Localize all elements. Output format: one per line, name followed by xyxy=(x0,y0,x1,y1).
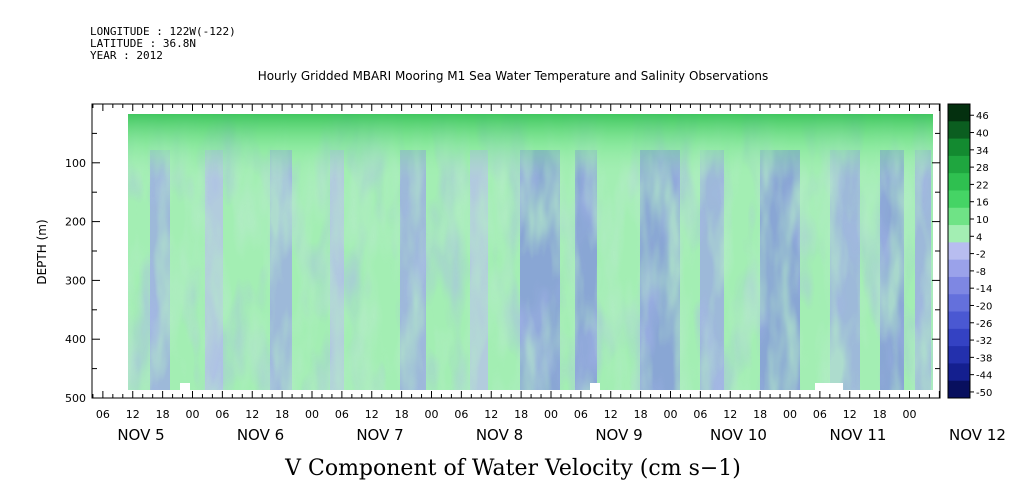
x-tick-label: 12 xyxy=(126,408,140,421)
x-tick-label: 00 xyxy=(544,408,558,421)
heatmap-field xyxy=(128,114,933,390)
colorbar: 46 40 34 28 22 16 10 4 -2 -8 -14 -20 -26 -32 -38 -44 -50 xyxy=(947,103,992,399)
colorbar-label: -26 xyxy=(976,319,992,330)
colorbar-label: 16 xyxy=(976,198,989,209)
colorbar-label: 4 xyxy=(976,232,982,243)
colorbar-label: -20 xyxy=(976,301,992,312)
colorbar-swatch xyxy=(948,294,970,313)
x-date-label: NOV 6 xyxy=(237,426,284,444)
x-tick-label: 18 xyxy=(753,408,767,421)
x-tick-label: 18 xyxy=(873,408,887,421)
colorbar-swatch xyxy=(948,363,970,382)
colorbar-swatch xyxy=(948,121,970,140)
colorbar-swatch xyxy=(948,225,970,243)
x-tick-label: 18 xyxy=(514,408,528,421)
colorbar-swatch xyxy=(948,276,970,295)
colorbar-label: -8 xyxy=(976,267,986,278)
year-label: YEAR : 2012 xyxy=(90,49,163,62)
y-tick-label: 400 xyxy=(65,333,86,346)
x-date-label: NOV 11 xyxy=(830,426,887,444)
longitude-label: LONGITUDE : 122W(-122) xyxy=(90,25,236,38)
data-gap xyxy=(815,383,843,390)
colorbar-label: 40 xyxy=(976,129,989,140)
latitude-label: LATITUDE : 36.8N xyxy=(90,37,196,50)
x-date-label: NOV 5 xyxy=(117,426,164,444)
colorbar-swatch xyxy=(948,155,970,174)
data-gap xyxy=(180,383,190,390)
x-date-label: NOV 12 xyxy=(949,426,1006,444)
y-axis-labels: 100 200 300 400 500 xyxy=(65,157,86,405)
x-tick-label: 06 xyxy=(215,408,229,421)
x-axis-date-labels: NOV 5 NOV 6 NOV 7 NOV 8 NOV 9 NOV 10 NOV 11 NOV… xyxy=(117,426,1006,444)
x-date-label: NOV 7 xyxy=(356,426,403,444)
y-tick-label: 500 xyxy=(65,392,86,405)
x-tick-label: 00 xyxy=(186,408,200,421)
colorbar-swatch xyxy=(948,207,970,226)
x-tick-label: 18 xyxy=(275,408,289,421)
x-tick-label: 12 xyxy=(604,408,618,421)
data-gap xyxy=(590,383,600,390)
x-tick-label: 00 xyxy=(903,408,917,421)
y-tick-label: 100 xyxy=(65,157,86,170)
x-date-label: NOV 9 xyxy=(595,426,642,444)
x-tick-label: 06 xyxy=(96,408,110,421)
x-tick-label: 12 xyxy=(843,408,857,421)
colorbar-label: -14 xyxy=(976,284,992,295)
colorbar-swatch xyxy=(948,311,970,330)
x-tick-label: 00 xyxy=(305,408,319,421)
colorbar-label: -2 xyxy=(976,250,986,261)
colorbar-label: -38 xyxy=(976,353,992,364)
colorbar-swatch xyxy=(948,328,970,347)
colorbar-swatch xyxy=(948,104,970,122)
x-axis-ticks xyxy=(92,104,940,398)
x-tick-label: 12 xyxy=(484,408,498,421)
colorbar-label: -44 xyxy=(976,371,992,382)
x-tick-label: 12 xyxy=(365,408,379,421)
colorbar-swatch xyxy=(948,242,970,261)
x-tick-label: 06 xyxy=(813,408,827,421)
y-tick-label: 300 xyxy=(65,274,86,287)
colorbar-label: 46 xyxy=(976,111,989,122)
y-axis-ticks xyxy=(92,103,940,399)
colorbar-swatch xyxy=(948,346,970,364)
x-tick-label: 12 xyxy=(245,408,259,421)
colorbar-label: 10 xyxy=(976,215,989,226)
x-tick-label: 00 xyxy=(425,408,439,421)
x-axis-title: V Component of Water Velocity (cm s−1) xyxy=(284,456,741,481)
y-axis-title: DEPTH (m) xyxy=(35,219,49,284)
x-tick-label: 18 xyxy=(395,408,409,421)
x-tick-label: 00 xyxy=(664,408,678,421)
x-date-label: NOV 10 xyxy=(710,426,767,444)
x-tick-label: 18 xyxy=(634,408,648,421)
x-tick-label: 06 xyxy=(693,408,707,421)
colorbar-label: 28 xyxy=(976,163,989,174)
colorbar-label: 22 xyxy=(976,180,989,191)
x-tick-label: 06 xyxy=(574,408,588,421)
colorbar-swatch xyxy=(948,138,970,157)
x-tick-label: 18 xyxy=(156,408,170,421)
x-date-label: NOV 8 xyxy=(476,426,523,444)
chart-title: Hourly Gridded MBARI Mooring M1 Sea Wate… xyxy=(258,69,769,83)
colorbar-swatch xyxy=(948,173,970,191)
x-axis-hour-labels: 06 12 18 00 06 12 18 00 06 12 18 00 06 12 18 00 06 12 18 00… xyxy=(96,408,917,421)
colorbar-label: 34 xyxy=(976,146,989,157)
x-tick-label: 06 xyxy=(335,408,349,421)
y-tick-label: 200 xyxy=(65,216,86,229)
field-surface-green xyxy=(128,114,933,244)
x-tick-label: 00 xyxy=(783,408,797,421)
colorbar-swatch xyxy=(948,190,970,209)
x-tick-label: 12 xyxy=(723,408,737,421)
colorbar-swatch xyxy=(948,259,970,278)
x-tick-label: 06 xyxy=(454,408,468,421)
colorbar-label: -50 xyxy=(976,388,992,399)
colorbar-label: -32 xyxy=(976,336,992,347)
colorbar-swatch xyxy=(948,380,970,399)
colorbar-frame xyxy=(947,103,971,399)
